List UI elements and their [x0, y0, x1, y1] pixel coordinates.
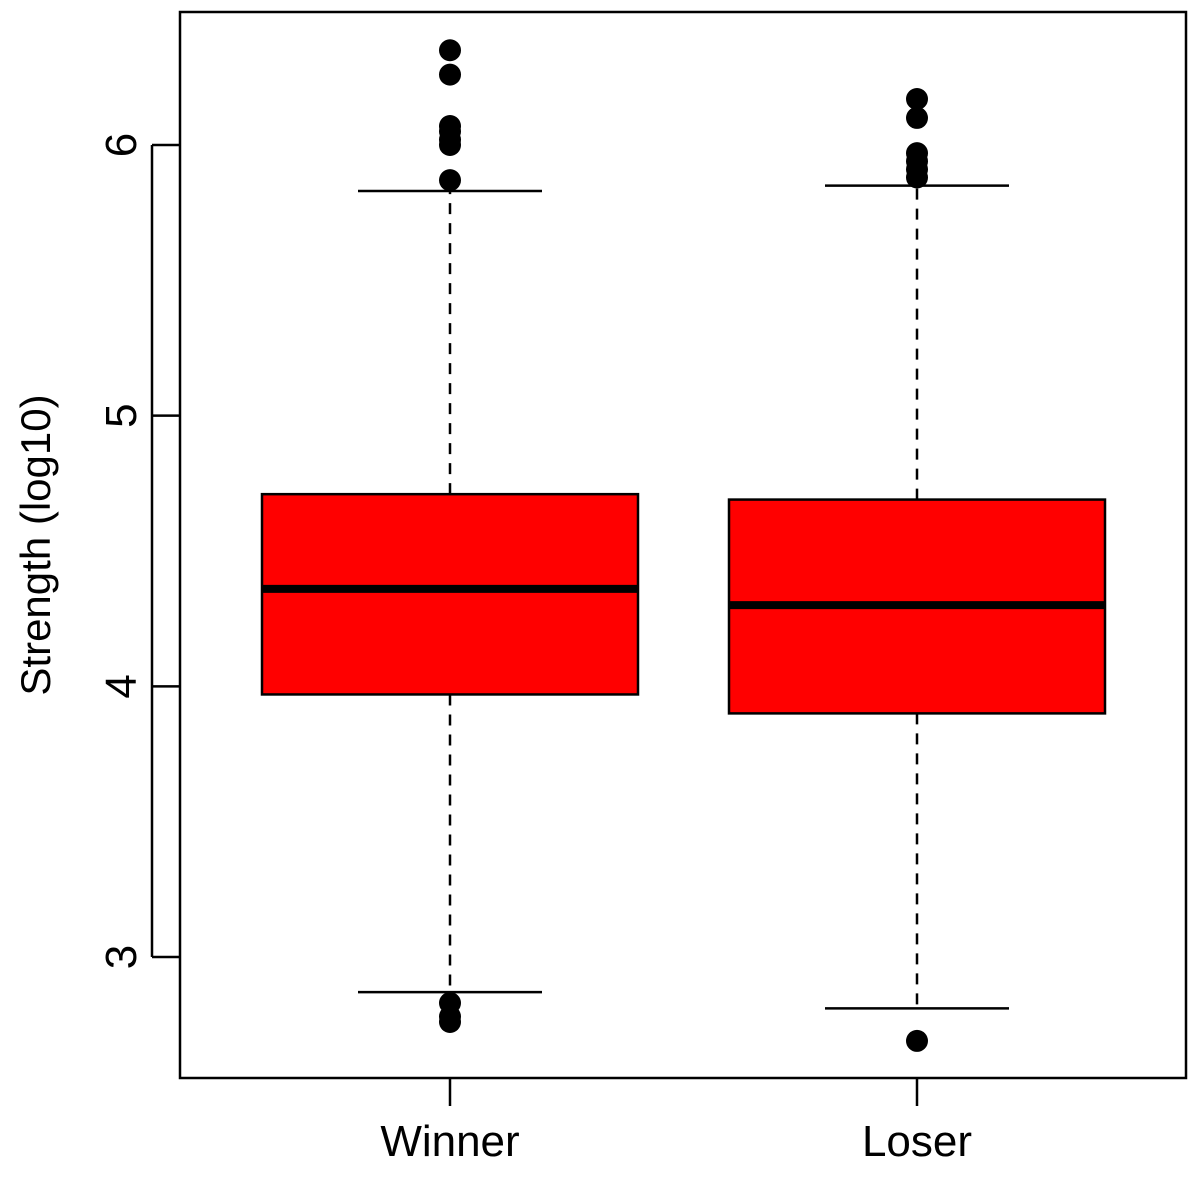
box-group-loser — [727, 87, 1107, 1052]
box-group-winner — [260, 39, 640, 1033]
y-tick-label: 6 — [97, 133, 146, 157]
outlier-point — [439, 1010, 461, 1033]
outlier-point — [439, 39, 461, 62]
x-tick-label: Winner — [380, 1117, 519, 1166]
axes: Winner Loser 3 4 5 6 — [97, 133, 972, 1166]
y-tick-label: 3 — [97, 945, 146, 969]
outlier-point — [439, 63, 461, 86]
outlier-point — [906, 166, 928, 189]
outlier-point — [439, 134, 461, 156]
x-tick-label: Loser — [862, 1117, 972, 1166]
y-tick-label: 4 — [97, 674, 146, 698]
plot-area — [260, 39, 1107, 1052]
outlier-point — [906, 1029, 928, 1052]
y-tick-label: 5 — [97, 403, 146, 427]
outlier-point — [906, 106, 928, 129]
iqr-box — [260, 492, 640, 696]
y-axis-title: Strength (log10) — [12, 394, 59, 695]
plot-frame — [178, 10, 1188, 1080]
outlier-point — [439, 169, 461, 192]
outlier-point — [906, 87, 928, 110]
